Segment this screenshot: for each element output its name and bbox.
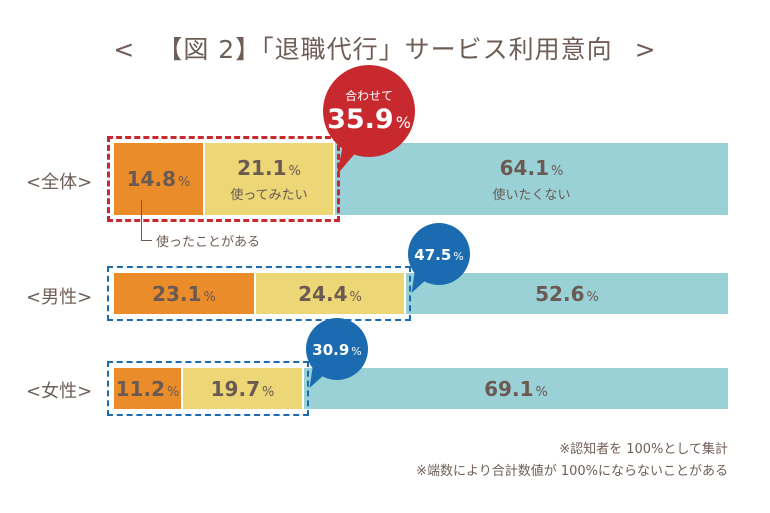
- combined-highlight-box: [107, 361, 309, 416]
- data-value: 14.8: [126, 167, 176, 191]
- category-label: <女性>: [26, 381, 93, 402]
- bar-segment: 11.2%: [114, 368, 181, 409]
- data-label: 23.1%: [152, 282, 216, 306]
- combined-bubble: 47.5%: [408, 223, 470, 285]
- category-label: <全体>: [26, 172, 93, 193]
- bar-segment: 23.1%: [114, 273, 254, 314]
- percent-sign: %: [178, 175, 191, 190]
- note-2: ※端数により合計数値が 100%にならないことがある: [416, 464, 728, 479]
- data-value: 24.4: [298, 281, 348, 306]
- data-value: 69.1: [484, 376, 534, 401]
- data-value: 64.1: [499, 155, 549, 180]
- data-label: 21.1%: [237, 156, 301, 180]
- title-text: 【図 2】「退職代行」サービス利用意向: [157, 35, 613, 64]
- bar-segment: 21.1% 使ってみたい: [205, 143, 333, 215]
- percent-sign: %: [535, 384, 548, 400]
- percent-sign: %: [288, 163, 301, 179]
- percent-sign: %: [586, 289, 599, 305]
- data-label: 24.4%: [298, 282, 362, 306]
- segment-caption: 使ってみたい: [230, 187, 308, 203]
- data-label: 19.7%: [211, 377, 275, 401]
- bubble-caption: 合わせて: [344, 89, 393, 103]
- data-value: 11.2: [115, 376, 165, 401]
- data-value: 19.7: [210, 376, 260, 401]
- combined-highlight-box: [107, 136, 340, 222]
- percent-sign: %: [349, 289, 362, 305]
- data-value: 21.1: [237, 155, 287, 180]
- data-value: 23.1: [152, 281, 202, 306]
- data-label: 11.2%: [116, 377, 180, 401]
- bar-segment: 52.6%: [406, 273, 728, 314]
- percent-sign: %: [551, 163, 564, 179]
- bar-segment: 19.7%: [183, 368, 302, 409]
- combined-bubble: 合わせて 35.9%: [323, 65, 415, 157]
- bar-segment: 14.8%: [114, 143, 203, 215]
- percent-sign: %: [203, 289, 216, 305]
- title-right-bracket: >: [634, 35, 657, 64]
- bubble-value: 35.9%: [327, 104, 411, 135]
- category-label: <男性>: [26, 287, 93, 308]
- note-1: ※認知者を 100%として集計: [559, 442, 728, 457]
- data-label: 52.6%: [535, 282, 599, 306]
- used-leader-label: 使ったことがある: [156, 235, 261, 250]
- bubble-value: 47.5%: [414, 245, 463, 264]
- used-leader-line: [141, 200, 152, 241]
- bubble-percent: %: [453, 249, 464, 263]
- percent-sign: %: [262, 384, 275, 400]
- bubble-value: 30.9%: [312, 340, 361, 359]
- bubble-number: 47.5: [414, 245, 452, 264]
- title-left-bracket: <: [113, 35, 136, 64]
- bar-segment: 24.4%: [256, 273, 404, 314]
- bubble-percent: %: [351, 344, 362, 358]
- bar-segment: 64.1% 使いたくない: [335, 143, 728, 215]
- combined-highlight-box: [107, 266, 411, 321]
- data-label: 64.1%: [500, 156, 564, 180]
- bubble-percent: %: [395, 113, 411, 132]
- percent-sign: %: [167, 384, 180, 400]
- bar-segment: 69.1%: [304, 368, 728, 409]
- bubble-number: 30.9: [312, 340, 350, 359]
- chart-title: < 【図 2】「退職代行」サービス利用意向 >: [0, 30, 770, 66]
- combined-bubble: 30.9%: [306, 318, 368, 380]
- data-label: 14.8%: [127, 167, 191, 191]
- bubble-number: 35.9: [327, 104, 394, 135]
- data-value: 52.6: [535, 281, 585, 306]
- segment-caption: 使いたくない: [492, 187, 571, 203]
- data-label: 69.1%: [484, 377, 548, 401]
